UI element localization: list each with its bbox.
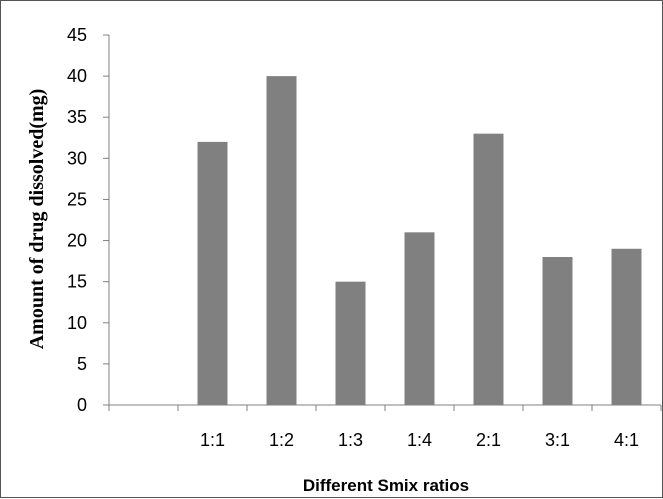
- y-tick-label: 5: [77, 354, 87, 374]
- y-tick-label: 15: [67, 272, 87, 292]
- x-axis-title: Different Smix ratios: [303, 476, 469, 495]
- y-tick-label: 40: [67, 66, 87, 86]
- x-tick-label: 2:1: [476, 430, 501, 450]
- x-tick-label: 1:4: [407, 430, 432, 450]
- y-tick-label: 25: [67, 189, 87, 209]
- y-tick-label: 30: [67, 148, 87, 168]
- bar: [197, 141, 228, 405]
- x-axis-ticks: 1:1 1:2 1:3 1:4 2:1 3:1 4:1: [108, 405, 662, 450]
- bar: [611, 248, 642, 405]
- y-tick-label: 10: [67, 313, 87, 333]
- y-tick-label: 0: [77, 395, 87, 415]
- bar: [335, 281, 366, 405]
- x-tick-label: 1:3: [338, 430, 363, 450]
- y-tick-label: 35: [67, 107, 87, 127]
- x-tick-label: 4:1: [614, 430, 639, 450]
- y-tick-label: 20: [67, 231, 87, 251]
- y-tick-label: 45: [67, 25, 87, 45]
- y-axis-ticks: 0 5 10 15 20 25 30 35 40 45: [67, 25, 109, 415]
- y-axis-title: Amount of drug dissolved(mg): [26, 89, 48, 350]
- x-tick-label: 1:1: [200, 430, 225, 450]
- bar: [404, 232, 435, 405]
- x-tick-label: 1:2: [269, 430, 294, 450]
- bar: [542, 257, 573, 405]
- bar: [266, 76, 297, 405]
- x-tick-label: 3:1: [545, 430, 570, 450]
- bars: [197, 76, 642, 405]
- bar: [473, 133, 504, 405]
